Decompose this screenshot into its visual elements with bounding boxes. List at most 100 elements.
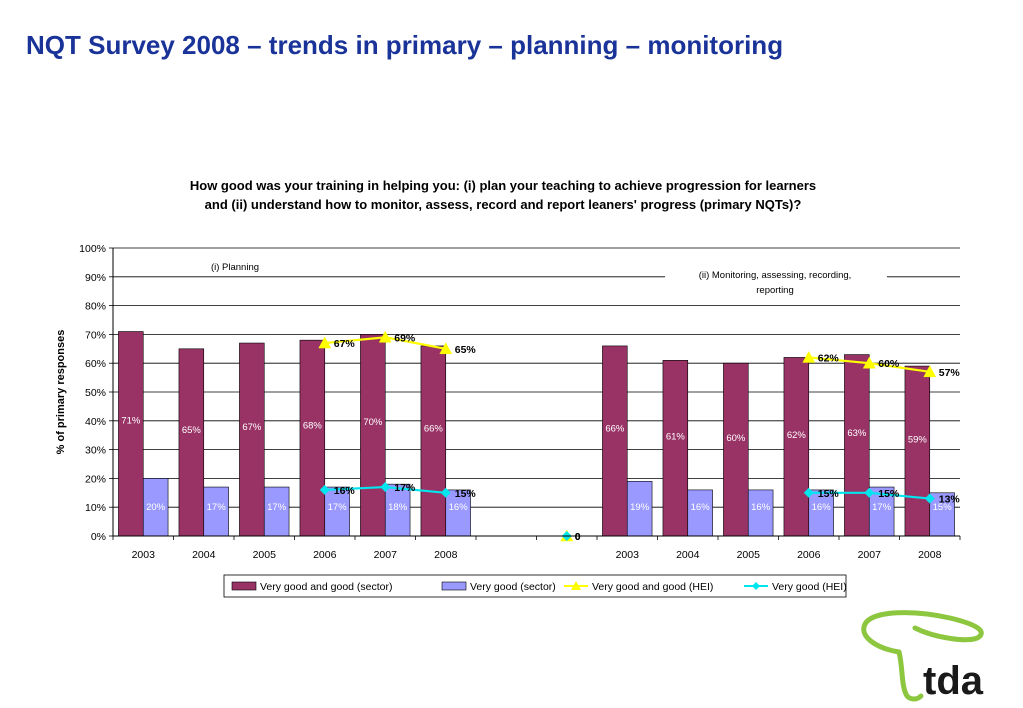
line-data-label: 15% [818, 488, 840, 500]
bar-data-label: 16% [449, 502, 469, 513]
axes: 0% 10% 20% 30% 40% 50% 60% 70% 80% 90% 100% 2003 200… [79, 243, 961, 561]
bar [844, 354, 870, 537]
bar-data-label: 16% [751, 502, 771, 513]
bar-data-label: 18% [388, 502, 408, 513]
y-tick-label: 80% [85, 301, 106, 313]
bar [747, 489, 774, 537]
slide-title: NQT Survey 2008 – trends in primary – pl… [26, 30, 784, 60]
line-marker-diamond [319, 484, 330, 495]
x-tick-label: 2006 [797, 549, 821, 561]
x-tick-label: 2008 [434, 549, 458, 561]
x-tick-label: 2004 [192, 549, 216, 561]
bar-data-label: 67% [242, 422, 262, 433]
y-tick-label: 0% [91, 531, 106, 543]
line-data-label: 69% [394, 332, 416, 344]
bar-data-label: 66% [605, 423, 625, 434]
logo-swoosh-tail [896, 649, 924, 702]
line-data-label: 13% [939, 494, 961, 506]
bar-data-label: 68% [303, 420, 323, 431]
panel-label-monitoring-box [665, 266, 887, 298]
bar [929, 492, 955, 537]
line-data-label: 15% [455, 488, 477, 500]
x-tick-label: 2006 [313, 549, 337, 561]
legend-swatch [231, 581, 257, 591]
line-marker-triangle [802, 350, 816, 363]
bar [299, 339, 326, 537]
line-data-label: 16% [334, 485, 356, 497]
line-marker-triangle [318, 336, 332, 349]
y-tick-label: 100% [79, 243, 106, 255]
line-data-label: 0 [575, 531, 581, 543]
tda-logo: tda [861, 610, 984, 703]
data-labels: 71% 65% 67% 68% 70% 66% 66% 61% 60% 62% 63% 59% 20% 1… [121, 332, 960, 543]
bar-data-label: 19% [630, 502, 650, 513]
bar-data-label: 65% [182, 425, 202, 436]
line-marker-diamond [440, 487, 451, 498]
bar [360, 334, 386, 537]
line-marker-triangle [923, 365, 937, 378]
bar-data-label: 16% [812, 502, 832, 513]
line-data-label: 65% [455, 344, 477, 356]
line-data-label: 17% [394, 482, 416, 494]
y-tick-label: 50% [85, 387, 106, 399]
legend-marker-triangle [571, 581, 581, 590]
panel-label-monitoring-line-1: (ii) Monitoring, assessing, recording, [699, 270, 852, 281]
line-data-label: 62% [818, 352, 840, 364]
bar [239, 342, 265, 537]
legend-label: Very good (sector) [470, 581, 556, 593]
x-tick-label: 2005 [253, 549, 277, 561]
logo-swoosh [861, 610, 984, 655]
bar-data-label: 17% [328, 502, 348, 513]
bar [420, 345, 447, 537]
bars [118, 331, 955, 537]
bar-data-label: 63% [847, 428, 867, 439]
logo-text: tda [923, 659, 984, 703]
bar-data-label: 16% [691, 502, 711, 513]
bar-data-label: 17% [872, 502, 892, 513]
line-marker-diamond [924, 493, 935, 504]
y-tick-label: 10% [85, 502, 106, 514]
legend-marker-diamond [752, 582, 760, 590]
line-marker-triangle [378, 330, 392, 343]
line-marker-diamond [864, 487, 875, 498]
bar-data-label: 62% [787, 430, 807, 441]
line-data-label: 57% [939, 367, 961, 379]
line-data-label: 0 [575, 531, 581, 543]
bar-data-label: 60% [726, 433, 746, 444]
bar [904, 365, 931, 537]
bar-data-label: 17% [267, 502, 287, 513]
bar-data-label: 15% [933, 502, 953, 513]
line-data-label: 60% [878, 358, 900, 370]
bar [626, 480, 653, 537]
bar-data-label: 61% [666, 431, 686, 442]
bar [783, 357, 810, 537]
y-tick-label: 70% [85, 329, 106, 341]
panel-label-planning: (i) Planning [211, 262, 259, 273]
x-tick-label: 2003 [132, 549, 156, 561]
y-tick-label: 20% [85, 473, 106, 485]
legend-swatch [441, 581, 467, 591]
chart-title-line-1: How good was your training in helping yo… [190, 178, 816, 193]
legend: Very good and good (sector) Very good (se… [223, 574, 847, 598]
bar-data-label: 59% [908, 435, 928, 446]
bar [723, 362, 749, 537]
x-tick-label: 2005 [737, 549, 761, 561]
x-tick-label: 2004 [676, 549, 700, 561]
line-data-label: 15% [878, 488, 900, 500]
line-marker-triangle [439, 342, 453, 355]
bar-data-label: 17% [207, 502, 227, 513]
x-tick-label: 2007 [858, 549, 882, 561]
y-tick-label: 60% [85, 358, 106, 370]
bar [178, 348, 205, 537]
bar [324, 486, 350, 537]
legend-label: Very good and good (sector) [260, 581, 393, 593]
bar [118, 331, 144, 537]
legend-box [223, 574, 847, 598]
bar [263, 486, 290, 537]
legend-label: Very good (HEI) [772, 581, 847, 593]
bar [602, 345, 628, 537]
bar-data-label: 70% [363, 417, 383, 428]
line-marker-diamond [380, 482, 391, 493]
bar-data-label: 66% [424, 423, 444, 434]
